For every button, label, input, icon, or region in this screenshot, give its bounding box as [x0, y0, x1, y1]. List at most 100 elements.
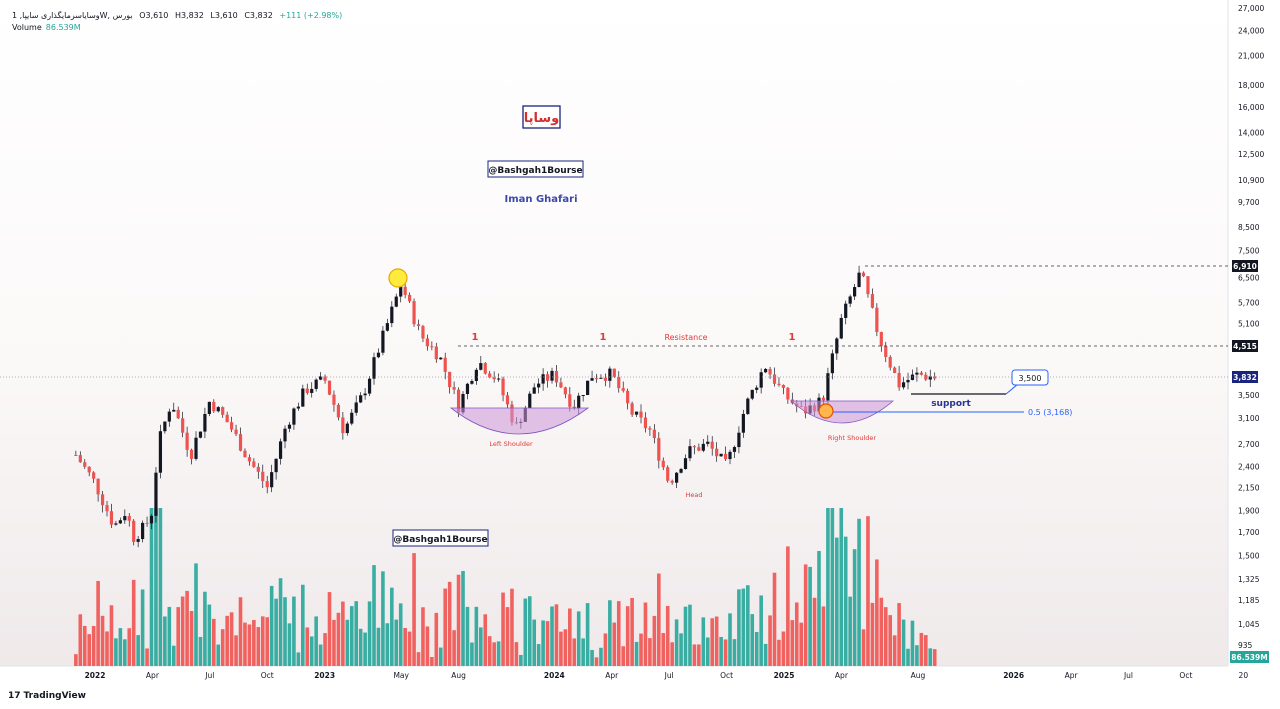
candle-body-40	[252, 461, 256, 467]
volume-bar-54	[314, 616, 318, 666]
volume-bar-59	[336, 612, 341, 666]
volume-bar-93	[487, 636, 492, 666]
price-tag-peak: 6,910	[1232, 260, 1258, 272]
price-tick-4: 16,000	[1238, 103, 1264, 112]
volume-bar-33	[220, 629, 225, 666]
volume-bar-123	[621, 646, 626, 666]
volume-bar-193	[932, 649, 937, 666]
volume-bar-80	[430, 656, 434, 666]
candle-body-35	[230, 422, 234, 430]
price-tick-22: 1,325	[1238, 575, 1260, 584]
volume-bar-76	[412, 553, 416, 666]
candle-body-90	[474, 369, 478, 382]
candle-body-121	[612, 368, 616, 377]
price-tick-9: 8,500	[1238, 223, 1260, 232]
candle-body-135	[675, 472, 679, 483]
candle-body-170	[830, 353, 834, 374]
volume-bar-4	[91, 625, 96, 666]
candle-body-117	[594, 378, 599, 380]
candle-body-51	[301, 388, 305, 407]
price-tick-23: 1,185	[1238, 596, 1260, 605]
volume-bar-10	[118, 628, 123, 666]
candle-body-6	[100, 494, 105, 506]
candle-body-127	[639, 411, 643, 418]
callout-text: 3,500	[1019, 374, 1042, 383]
volume-bar-8	[109, 605, 114, 666]
price-tick-19: 1,900	[1238, 507, 1260, 516]
candle-body-106	[545, 374, 550, 381]
volume-bar-137	[683, 606, 688, 666]
volume-bar-132	[661, 633, 666, 666]
volume-bar-174	[848, 596, 852, 666]
price-tick-20: 1,700	[1238, 528, 1260, 537]
volume-bar-30	[207, 604, 212, 666]
candle-body-192	[928, 376, 932, 380]
candle-body-52	[305, 388, 309, 393]
volume-bar-44	[269, 585, 274, 666]
candle-body-96	[501, 378, 505, 396]
candle-body-112	[572, 406, 576, 409]
volume-bar-82	[438, 647, 443, 666]
volume-bar-184	[892, 635, 897, 666]
symbol-name[interactable]: وسایاسرمایگذاری سایپا, 1W, بورس	[12, 11, 133, 20]
candle-body-14	[136, 539, 140, 542]
volume-bar-65	[363, 632, 367, 666]
volume-bar-52	[305, 627, 310, 666]
candle-body-168	[821, 397, 826, 401]
price-axis[interactable]: 27,000 24,000 21,000 18,000 16,000 14,000 12,5…	[1238, 4, 1264, 650]
volume-bar-94	[492, 642, 496, 666]
volume-bar-103	[532, 619, 537, 666]
volume-bar-22	[171, 645, 176, 666]
volume-bar-0	[74, 654, 78, 666]
callout-box: 3,500	[1011, 369, 1049, 386]
candle-body-89	[470, 381, 474, 384]
volume-bar-38	[243, 622, 247, 666]
volume-bar-88	[465, 606, 470, 666]
author-text: Iman Ghafari	[504, 194, 577, 205]
candle-body-74	[403, 286, 407, 295]
candle-body-132	[661, 460, 665, 468]
time-axis[interactable]: 2022 Apr Jul Oct 2023 May Aug 2024 Apr Jul Oct 2025…	[85, 671, 1249, 680]
candle-body-54	[314, 379, 318, 389]
handle-box-top: @Bashgah1Bourse	[487, 160, 584, 178]
volume-bar-89	[470, 642, 474, 666]
volume-bar-32	[216, 644, 221, 666]
volume-bar-157	[772, 572, 777, 666]
volume-bar-192	[928, 648, 933, 666]
volume-bar-108	[554, 604, 559, 666]
volume-bar-169	[826, 508, 830, 666]
volume-bar-75	[407, 631, 412, 666]
candle-body-19	[158, 431, 163, 473]
candle-body-57	[327, 380, 332, 395]
candle-body-185	[897, 373, 901, 388]
candle-body-133	[666, 467, 670, 481]
price-tick-1: 24,000	[1238, 26, 1264, 35]
volume-bar-136	[679, 633, 683, 666]
volume-bar-129	[648, 638, 652, 666]
candle-body-126	[634, 411, 639, 415]
candle-body-143	[710, 441, 714, 449]
volume-bar-37	[238, 597, 243, 666]
volume-bar-46	[278, 578, 283, 666]
volume-bar-105	[541, 620, 545, 666]
candle-body-85	[452, 387, 456, 390]
candle-body-176	[857, 272, 861, 288]
symbol-header: وسایاسرمایگذاری سایپا, 1W, بورس O3,610 H…	[12, 11, 346, 20]
candle-body-36	[234, 429, 238, 435]
left-shoulder-label: Left Shoulder	[489, 440, 533, 448]
candle-body-20	[163, 421, 167, 432]
volume-bar-110	[563, 629, 568, 666]
candle-body-82	[439, 357, 443, 360]
candle-body-118	[599, 377, 603, 379]
volume-bar-81	[434, 612, 439, 666]
candle-body-131	[657, 438, 661, 461]
price-tick-13: 5,100	[1238, 320, 1260, 329]
tradingview-brand[interactable]: 17 TradingView	[8, 691, 86, 701]
candle-body-122	[617, 376, 621, 389]
volume-bar-172	[839, 508, 844, 666]
candle-body-189	[915, 372, 919, 375]
volume-bar-143	[710, 618, 715, 666]
volume-label: Volume	[12, 23, 42, 32]
volume-bar-17	[149, 508, 154, 666]
